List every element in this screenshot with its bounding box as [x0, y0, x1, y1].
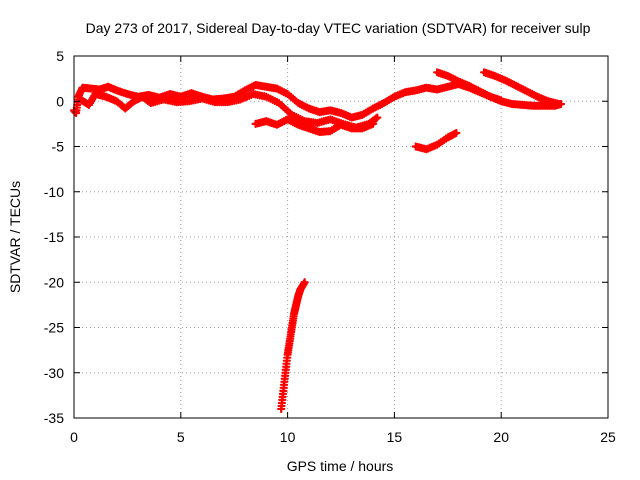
data-point [497, 96, 506, 105]
data-point [300, 278, 309, 287]
chart-title: Day 273 of 2017, Sidereal Day-to-day VTE… [86, 20, 591, 36]
x-axis-label: GPS time / hours [287, 458, 394, 474]
series-track-6 [480, 68, 563, 109]
data-series [69, 68, 566, 414]
y-axis-label: SDTVAR / TECUs [7, 181, 23, 293]
y-tick-label: -15 [44, 229, 64, 245]
y-tick-label: -30 [44, 365, 64, 381]
data-point [373, 113, 382, 122]
x-tick-label: 25 [600, 429, 616, 445]
y-tick-label: -5 [52, 139, 65, 155]
y-tick-label: -20 [44, 274, 64, 290]
series-track-3 [251, 115, 378, 137]
x-tick-label: 0 [70, 429, 78, 445]
series-track-1 [69, 79, 566, 122]
y-tick-label: 0 [56, 93, 64, 109]
axis-ticks: 0 5 10 15 20 25 5 0 -5 -10 -15 -20 -25 -30 -35 [44, 48, 616, 445]
data-point [368, 119, 378, 128]
y-tick-label: -35 [44, 410, 64, 426]
x-tick-label: 10 [280, 429, 296, 445]
y-tick-label: -10 [44, 184, 64, 200]
y-tick-label: -25 [44, 320, 64, 336]
x-tick-label: 5 [177, 429, 185, 445]
data-point [554, 99, 563, 109]
x-tick-label: 15 [387, 429, 403, 445]
series-track-7 [277, 278, 309, 414]
data-point [452, 128, 461, 138]
x-tick-label: 20 [493, 429, 509, 445]
series-track-4 [411, 128, 461, 154]
series-track-5 [433, 68, 506, 105]
series-track-2 [76, 89, 382, 132]
y-tick-label: 5 [56, 48, 64, 64]
